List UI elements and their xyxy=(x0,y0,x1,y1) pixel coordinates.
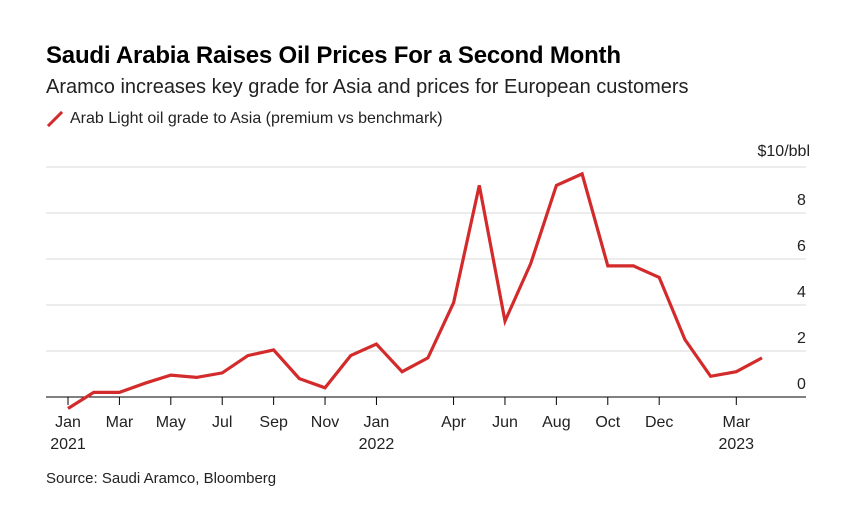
legend-line-icon xyxy=(46,110,64,128)
y-tick-label: 2 xyxy=(797,330,806,347)
chart-subtitle: Aramco increases key grade for Asia and … xyxy=(46,76,689,98)
x-tick-label: Jul xyxy=(212,414,232,431)
legend-label: Arab Light oil grade to Asia (premium vs… xyxy=(70,110,443,127)
source-note: Source: Saudi Aramco, Bloomberg xyxy=(46,470,277,487)
y-tick-label: 4 xyxy=(797,284,806,301)
x-tick-year-label: 2022 xyxy=(359,436,395,453)
x-tick-label: May xyxy=(156,414,186,431)
y-tick-label: 8 xyxy=(797,192,806,209)
y-unit-label: $10/bbl xyxy=(758,143,811,160)
x-tick-label: Aug xyxy=(542,414,570,431)
x-tick-layer: Jan 2021 Mar May Jul Sep Nov Jan 2022 Apr Jun Aug Oc… xyxy=(50,397,754,453)
y-tick-labels: 0 2 4 6 8 xyxy=(797,192,806,393)
chart-title: Saudi Arabia Raises Oil Prices For a Sec… xyxy=(46,42,621,69)
legend: Arab Light oil grade to Asia (premium vs… xyxy=(46,110,443,128)
series-line-0 xyxy=(67,171,763,410)
grid-layer xyxy=(46,166,806,398)
x-tick-year-label: 2021 xyxy=(50,436,86,453)
y-tick-label: 0 xyxy=(797,376,806,393)
x-tick-label: Sep xyxy=(259,414,288,431)
x-tick-label: Dec xyxy=(645,414,673,431)
x-tick-label: Jan xyxy=(55,414,81,431)
x-tick-label: Nov xyxy=(311,414,339,431)
series-layer xyxy=(67,171,763,410)
x-tick-label: Apr xyxy=(441,414,467,431)
x-tick-label: Mar xyxy=(106,414,134,431)
x-tick-label: Mar xyxy=(723,414,751,431)
x-tick-year-label: 2023 xyxy=(718,436,754,453)
y-tick-label: 6 xyxy=(797,238,806,255)
x-tick-label: Jun xyxy=(492,414,518,431)
x-tick-label: Jan xyxy=(364,414,390,431)
x-tick-label: Oct xyxy=(595,414,620,431)
